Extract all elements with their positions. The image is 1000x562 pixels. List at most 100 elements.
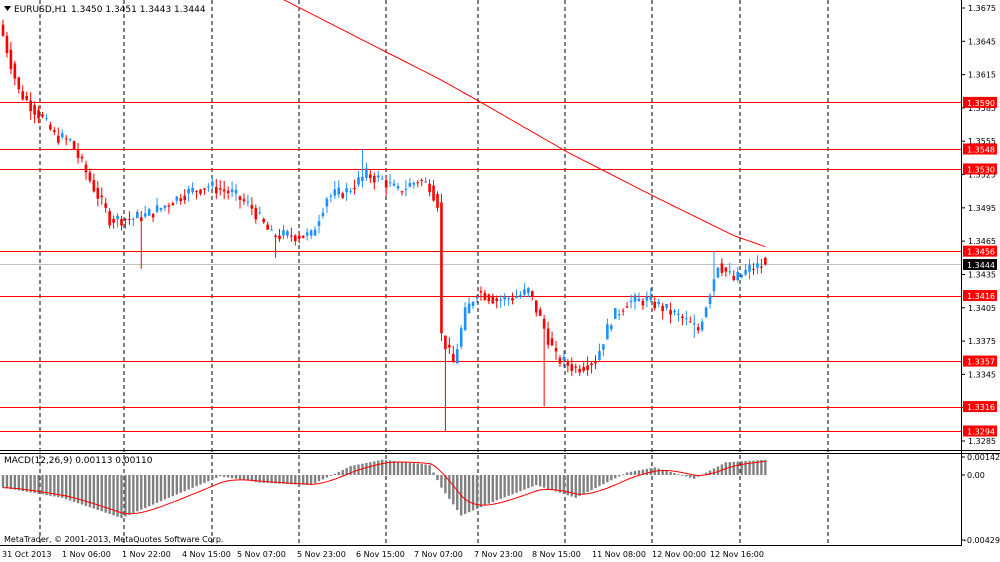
macd-histogram-bar bbox=[33, 475, 36, 494]
macd-histogram-bar bbox=[329, 475, 333, 476]
candle-body bbox=[282, 230, 285, 236]
macd-histogram-bar bbox=[45, 475, 48, 496]
candle-body bbox=[669, 309, 672, 315]
candle-body bbox=[641, 300, 645, 306]
macd-histogram-bar bbox=[254, 475, 257, 482]
macd-histogram-bar bbox=[341, 469, 344, 475]
time-label: 31 Oct 2013 bbox=[2, 550, 51, 559]
price-tick-label: 1.3525 bbox=[968, 171, 996, 180]
ohlc-label: 1.3450 1.3451 1.3443 1.3444 bbox=[71, 5, 206, 15]
macd-histogram-bar bbox=[84, 475, 88, 506]
level-label-box bbox=[963, 143, 997, 155]
candle-body bbox=[748, 265, 751, 272]
candle-body bbox=[610, 325, 613, 330]
macd-histogram-bar bbox=[523, 475, 526, 490]
macd-histogram-bar bbox=[325, 475, 329, 478]
level-label-box bbox=[963, 163, 997, 175]
macd-histogram-bar bbox=[195, 475, 198, 487]
macd-histogram-bar bbox=[183, 475, 186, 492]
candle-body bbox=[254, 207, 258, 220]
candle-body bbox=[5, 35, 9, 54]
macd-histogram-bar bbox=[673, 473, 676, 475]
candle-body bbox=[143, 213, 147, 217]
macd-histogram-bar bbox=[61, 475, 64, 498]
macd-histogram-bar bbox=[349, 466, 352, 475]
candle-body bbox=[542, 318, 546, 329]
candle-body bbox=[538, 309, 542, 316]
candle-body bbox=[1, 24, 5, 36]
macd-histogram-bar bbox=[550, 475, 554, 491]
level-price-labels: 1.3590 1.3548 1.3530 1.3456 1.3416 1.3357 1.33… bbox=[963, 96, 997, 437]
macd-histogram-bar bbox=[68, 475, 72, 501]
candle-body bbox=[369, 174, 372, 179]
candle-body bbox=[625, 306, 629, 308]
macd-histogram-bar bbox=[610, 475, 613, 481]
candle-body bbox=[278, 235, 281, 240]
candle-body bbox=[57, 135, 60, 143]
macd-histogram-bar bbox=[337, 471, 340, 475]
macd-histogram-bar bbox=[495, 475, 498, 501]
candle-body bbox=[689, 321, 692, 323]
candle-body bbox=[550, 338, 554, 346]
copyright-text: MetaTrader, © 2001-2013, MetaQuotes Soft… bbox=[4, 535, 223, 544]
candle-body bbox=[112, 218, 115, 223]
macd-histogram-bar bbox=[444, 475, 447, 494]
macd-histogram-bar bbox=[108, 475, 111, 515]
macd-histogram-bar bbox=[712, 468, 716, 475]
macd-histogram-bar bbox=[614, 475, 617, 479]
level-label-box bbox=[963, 425, 997, 437]
level-label: 1.3530 bbox=[967, 165, 995, 174]
time-label: 5 Nov 07:00 bbox=[237, 550, 286, 559]
candle-body bbox=[341, 193, 344, 198]
candle-body bbox=[349, 190, 352, 192]
macd-histogram-bar bbox=[140, 475, 143, 510]
macd-histogram-bar bbox=[400, 461, 404, 475]
macd-histogram-bar bbox=[535, 475, 538, 486]
candle-body bbox=[321, 212, 325, 217]
macd-histogram-bar bbox=[302, 475, 305, 485]
candle-body bbox=[677, 313, 680, 315]
time-label: 5 Nov 23:00 bbox=[297, 550, 346, 559]
macd-histogram-bar bbox=[223, 475, 226, 477]
macd-histogram-bar bbox=[333, 473, 336, 475]
candle-body bbox=[649, 295, 653, 300]
candle-body bbox=[329, 195, 333, 197]
candle-body bbox=[756, 263, 759, 268]
macd-histogram-bar bbox=[187, 475, 190, 490]
macd-histogram bbox=[1, 459, 767, 519]
level-label: 1.3294 bbox=[967, 428, 995, 437]
macd-histogram-bar bbox=[420, 464, 423, 475]
candle-body bbox=[408, 183, 412, 187]
chart-menu-icon[interactable] bbox=[4, 6, 11, 11]
candle-body bbox=[633, 295, 637, 302]
time-label: 7 Nov 23:00 bbox=[474, 550, 523, 559]
macd-histogram-bar bbox=[756, 460, 759, 475]
macd-histogram-bar bbox=[167, 475, 171, 498]
candle-body bbox=[207, 186, 210, 188]
macd-histogram-bar bbox=[155, 475, 159, 503]
candle-body bbox=[432, 185, 435, 201]
candle-body bbox=[262, 218, 265, 223]
candle-body bbox=[286, 231, 289, 236]
macd-histogram-bar bbox=[432, 472, 435, 475]
macd-histogram-bar bbox=[41, 475, 44, 495]
macd-histogram-bar bbox=[436, 475, 439, 481]
macd-histogram-bar bbox=[606, 475, 609, 483]
macd-histogram-bar bbox=[345, 468, 348, 475]
macd-histogram-bar bbox=[9, 475, 13, 490]
macd-histogram-bar bbox=[669, 471, 672, 475]
macd-histogram-bar bbox=[365, 462, 368, 475]
candle-body bbox=[317, 221, 321, 226]
candle-body bbox=[523, 289, 526, 295]
candle-body bbox=[455, 349, 459, 364]
macd-histogram-bar bbox=[17, 475, 20, 491]
candle-body bbox=[270, 229, 273, 231]
macd-histogram-bar bbox=[250, 475, 254, 482]
candle-body bbox=[211, 181, 214, 186]
candle-body bbox=[29, 100, 32, 112]
candle-body bbox=[621, 310, 625, 312]
candle-body bbox=[412, 182, 416, 185]
candle-body bbox=[76, 149, 80, 158]
candle-body bbox=[685, 318, 688, 320]
